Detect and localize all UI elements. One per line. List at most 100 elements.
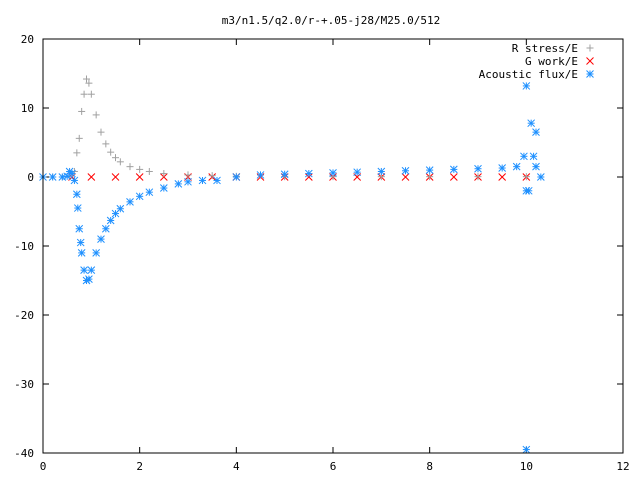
acoustic-flux-e-point bbox=[72, 190, 81, 199]
acoustic-flux-e-point bbox=[76, 238, 85, 247]
r-stress-e-point bbox=[75, 134, 83, 142]
legend-label: R stress/E bbox=[512, 42, 578, 55]
acoustic-flux-e-point bbox=[48, 173, 57, 181]
chart-title: m3/n1.5/q2.0/r-+.05-j28/M25.0/512 bbox=[222, 14, 441, 27]
acoustic-flux-e-point bbox=[280, 170, 289, 179]
acoustic-flux-e-point bbox=[232, 173, 241, 181]
y-tick-label: 0 bbox=[27, 171, 34, 184]
r-stress-e-point bbox=[83, 75, 90, 83]
r-stress-e-point bbox=[184, 171, 192, 179]
r-stress-e-point bbox=[87, 90, 95, 98]
acoustic-flux-e-point bbox=[536, 173, 545, 181]
r-stress-e-point bbox=[97, 128, 105, 136]
acoustic-flux-e-point bbox=[85, 275, 93, 283]
r-stress-e-point bbox=[78, 107, 86, 115]
legend-marker bbox=[586, 70, 594, 78]
r-stress-e-point bbox=[85, 79, 93, 87]
acoustic-flux-e-point bbox=[213, 176, 221, 185]
x-tick-label: 10 bbox=[520, 460, 533, 473]
acoustic-flux-e-point bbox=[184, 177, 192, 186]
acoustic-flux-e-point bbox=[145, 188, 154, 197]
acoustic-flux-e-point bbox=[70, 176, 79, 185]
acoustic-flux-e-point bbox=[126, 197, 134, 206]
r-stress-e-point bbox=[112, 154, 119, 162]
acoustic-flux-e-point bbox=[527, 119, 536, 128]
acoustic-flux-e-point bbox=[522, 445, 531, 454]
acoustic-flux-e-point bbox=[529, 152, 538, 161]
acoustic-flux-e-point bbox=[159, 184, 168, 192]
acoustic-flux-e-point bbox=[174, 180, 183, 188]
plot-area bbox=[39, 75, 545, 454]
x-tick-label: 12 bbox=[616, 460, 629, 473]
acoustic-flux-e-point bbox=[522, 82, 531, 90]
acoustic-flux-e-point bbox=[512, 162, 521, 171]
x-tick-label: 2 bbox=[136, 460, 143, 473]
legend-label: G work/E bbox=[525, 55, 578, 68]
y-tick-label: -20 bbox=[14, 309, 34, 322]
y-tick-label: 10 bbox=[21, 102, 34, 115]
acoustic-flux-e-point bbox=[520, 152, 528, 161]
acoustic-flux-e-point bbox=[425, 166, 434, 174]
r-stress-e-point bbox=[92, 111, 100, 119]
y-tick-label: -30 bbox=[14, 378, 34, 391]
g-work-e-point bbox=[111, 173, 120, 181]
acoustic-flux-e-point bbox=[101, 224, 110, 233]
acoustic-flux-e-point bbox=[68, 169, 76, 178]
acoustic-flux-e-point bbox=[87, 266, 96, 275]
r-stress-e-point bbox=[80, 90, 88, 98]
acoustic-flux-e-point bbox=[256, 171, 265, 179]
acoustic-flux-e-point bbox=[329, 169, 337, 177]
acoustic-flux-e-point bbox=[304, 169, 313, 178]
y-tick-label: -10 bbox=[14, 240, 34, 253]
r-stress-e-point bbox=[474, 173, 482, 181]
acoustic-flux-e-point bbox=[498, 164, 507, 172]
y-tick-label: 20 bbox=[21, 33, 34, 46]
plot-frame bbox=[42, 38, 624, 454]
legend-marker bbox=[586, 57, 594, 65]
acoustic-flux-e-point bbox=[401, 166, 410, 175]
legend-marker bbox=[586, 44, 594, 52]
acoustic-flux-e-point bbox=[353, 168, 362, 177]
r-stress-e-point bbox=[426, 173, 434, 181]
y-tick-label: -40 bbox=[14, 447, 34, 460]
r-stress-e-point bbox=[136, 165, 144, 173]
r-stress-e-point bbox=[522, 173, 530, 181]
g-work-e-point bbox=[87, 173, 96, 181]
acoustic-flux-e-point bbox=[532, 162, 540, 171]
x-tick-label: 0 bbox=[40, 460, 47, 473]
g-work-e-point bbox=[135, 173, 144, 181]
x-tick-label: 6 bbox=[330, 460, 337, 473]
acoustic-flux-e-point bbox=[73, 204, 82, 212]
r-stress-e-point bbox=[145, 167, 153, 175]
acoustic-flux-e-point bbox=[77, 249, 86, 257]
g-work-e-point bbox=[498, 173, 507, 181]
acoustic-flux-e-point bbox=[198, 176, 207, 185]
g-work-e-point bbox=[449, 173, 458, 181]
acoustic-flux-e-point bbox=[97, 235, 105, 243]
acoustic-flux-e-point bbox=[106, 216, 115, 225]
acoustic-flux-e-point bbox=[524, 186, 533, 195]
x-tick-label: 8 bbox=[426, 460, 433, 473]
acoustic-flux-e-point bbox=[532, 128, 540, 137]
acoustic-flux-e-point bbox=[135, 192, 144, 201]
acoustic-flux-e-point bbox=[116, 204, 125, 213]
acoustic-flux-e-point bbox=[75, 224, 84, 233]
axis-ticks: 0 2 4 6 8 10 12 20 10 0 -10 -20 -30 -40 bbox=[14, 33, 630, 473]
r-stress-e-point bbox=[126, 163, 134, 171]
r-stress-e-point bbox=[160, 170, 168, 178]
r-stress-e-point bbox=[208, 172, 216, 180]
r-stress-e-point bbox=[107, 148, 115, 156]
x-tick-label: 4 bbox=[233, 460, 240, 473]
r-stress-e-point bbox=[116, 158, 124, 166]
acoustic-flux-e-point bbox=[92, 249, 101, 257]
r-stress-e-point bbox=[102, 140, 110, 148]
acoustic-flux-e-point bbox=[449, 165, 458, 174]
r-stress-e-point bbox=[73, 149, 81, 157]
acoustic-flux-e-point bbox=[474, 164, 482, 173]
acoustic-flux-e-point bbox=[377, 167, 386, 176]
legend-label: Acoustic flux/E bbox=[479, 68, 578, 81]
g-work-e-point bbox=[401, 173, 410, 181]
acoustic-flux-e-point bbox=[80, 266, 88, 275]
